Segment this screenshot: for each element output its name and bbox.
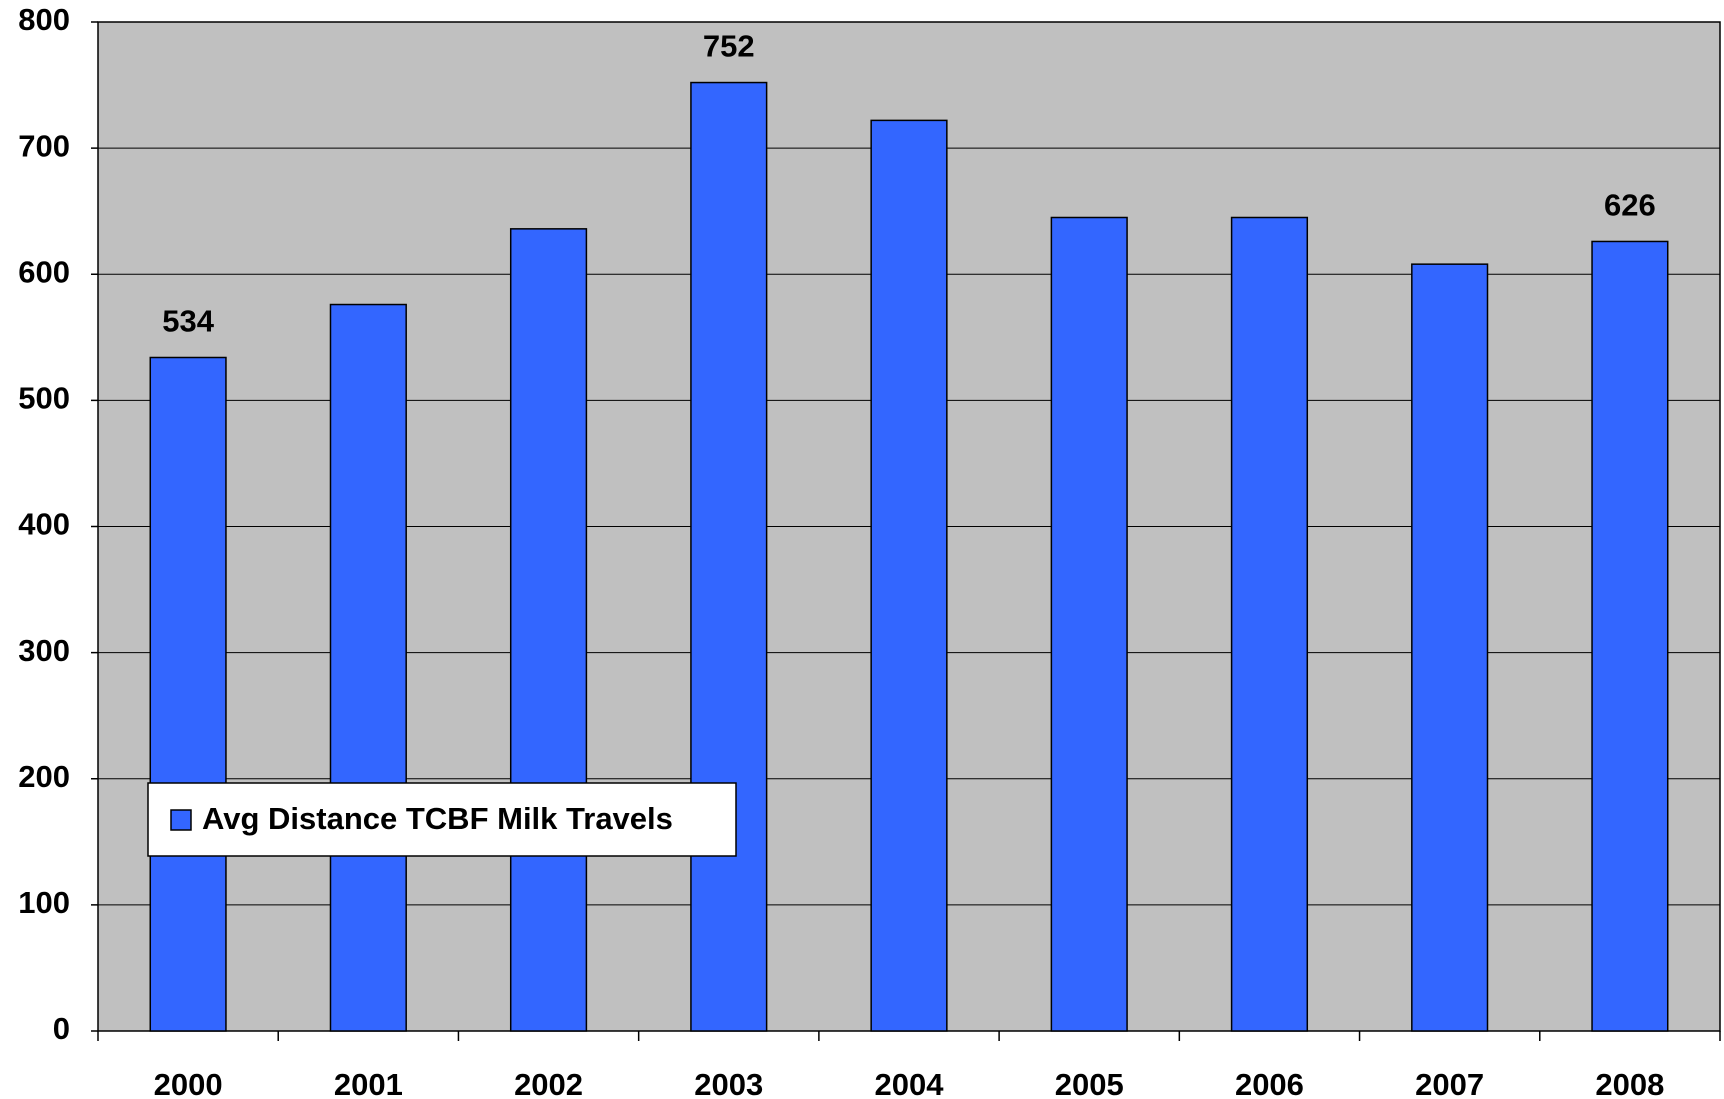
x-tick-label: 2004 bbox=[875, 1067, 945, 1099]
x-tick-label: 2007 bbox=[1415, 1067, 1484, 1099]
bar bbox=[690, 81, 768, 1032]
y-tick-label: 700 bbox=[18, 128, 70, 163]
x-tick-label: 2005 bbox=[1055, 1067, 1124, 1099]
legend bbox=[147, 782, 737, 857]
y-tick-label: 200 bbox=[18, 759, 70, 794]
data-label: 534 bbox=[162, 304, 214, 339]
bar bbox=[1591, 240, 1669, 1032]
bar bbox=[329, 303, 407, 1032]
legend-swatch bbox=[170, 809, 192, 831]
bar bbox=[1050, 216, 1128, 1032]
y-tick-label: 300 bbox=[18, 633, 70, 668]
bar bbox=[1230, 216, 1309, 1032]
data-label: 752 bbox=[703, 29, 755, 64]
bar bbox=[149, 356, 227, 1032]
y-tick-label: 100 bbox=[18, 885, 70, 920]
bar bbox=[1411, 263, 1489, 1032]
y-tick-label: 0 bbox=[53, 1011, 70, 1046]
legend-label: Avg Distance TCBF Milk Travels bbox=[202, 801, 673, 836]
x-tick-label: 2003 bbox=[694, 1067, 763, 1099]
x-tick-label: 2008 bbox=[1595, 1067, 1664, 1099]
y-tick-label: 800 bbox=[18, 2, 70, 37]
y-tick-label: 400 bbox=[18, 507, 70, 542]
x-tick-label: 2002 bbox=[514, 1067, 583, 1099]
x-tick-label: 2006 bbox=[1235, 1067, 1304, 1099]
x-tick-label: 2000 bbox=[154, 1067, 223, 1099]
bar bbox=[870, 119, 948, 1032]
data-label: 626 bbox=[1604, 188, 1656, 223]
x-tick-label: 2001 bbox=[334, 1067, 403, 1099]
y-tick-label: 600 bbox=[18, 254, 70, 289]
bar bbox=[509, 228, 588, 1032]
y-tick-label: 500 bbox=[18, 381, 70, 416]
